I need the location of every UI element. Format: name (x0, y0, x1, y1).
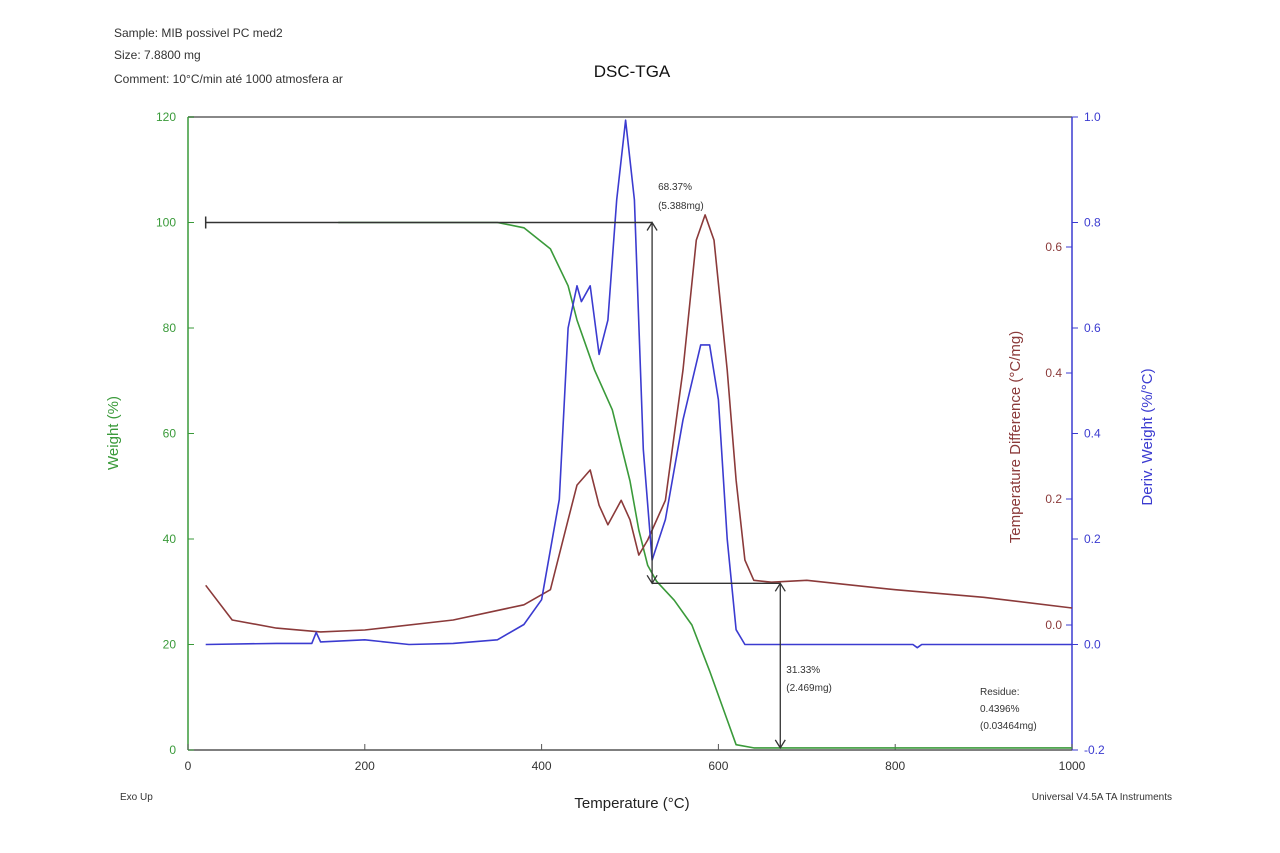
weight-tick-label: 60 (163, 427, 177, 441)
x-tick-label: 200 (355, 759, 375, 773)
second-loss-mass: (2.469mg) (786, 683, 832, 694)
x-tick-label: 600 (708, 759, 728, 773)
residue-mass: (0.03464mg) (980, 721, 1037, 732)
series-weight-line (338, 221, 1072, 749)
x-axis-label: Temperature (°C) (574, 795, 689, 812)
dsc-tick-label: 0.0 (1045, 618, 1062, 632)
weight-tick-label: 0 (169, 743, 176, 757)
dtg-tick-label: 0.6 (1084, 321, 1101, 335)
weight-tick-label: 40 (163, 532, 177, 546)
size-text: Size: 7.8800 mg (114, 48, 201, 62)
dsc-tick-label: 0.4 (1045, 366, 1062, 380)
weight-tick-label: 80 (163, 321, 177, 335)
x-tick-label: 1000 (1059, 759, 1086, 773)
weight-axis-label: Weight (%) (105, 396, 122, 470)
series-dsc-line (205, 214, 1073, 633)
dtg-tick-label: 0.8 (1084, 216, 1101, 230)
dtg-tick-label: -0.2 (1084, 743, 1105, 757)
software-label: Universal V4.5A TA Instruments (1032, 792, 1172, 803)
series-dtg-line (205, 119, 1072, 649)
sample-text: Sample: MIB possivel PC med2 (114, 26, 283, 40)
comment-text: Comment: 10°C/min até 1000 atmosfera ar (114, 72, 343, 86)
dtg-tick-label: 0.2 (1084, 532, 1101, 546)
x-tick-label: 0 (185, 759, 192, 773)
exo-up-label: Exo Up (120, 792, 153, 803)
weight-tick-label: 120 (156, 110, 176, 124)
second-loss-percent: 31.33% (786, 665, 820, 676)
x-tick-label: 800 (885, 759, 905, 773)
x-tick-label: 400 (532, 759, 552, 773)
weight-tick-label: 20 (163, 638, 177, 652)
dsc-tick-label: 0.2 (1045, 492, 1062, 506)
dsc-axis-label: Temperature Difference (°C/mg) (1007, 331, 1024, 543)
dsc-tick-label: 0.6 (1045, 240, 1062, 254)
second-loss-arrowheads (774, 582, 786, 750)
dtg-tick-label: 0.4 (1084, 427, 1101, 441)
dtg-tick-label: 0.0 (1084, 638, 1101, 652)
dtg-axis-label: Deriv. Weight (%/°C) (1139, 368, 1156, 505)
residue-label: Residue: (980, 687, 1019, 698)
weight-tick-label: 100 (156, 216, 176, 230)
weight-loss-mass: (5.388mg) (658, 201, 704, 212)
residue-percent: 0.4396% (980, 704, 1020, 715)
chart-title: DSC-TGA (594, 62, 671, 81)
dtg-tick-label: 1.0 (1084, 110, 1101, 124)
weight-loss-percent: 68.37% (658, 182, 692, 193)
